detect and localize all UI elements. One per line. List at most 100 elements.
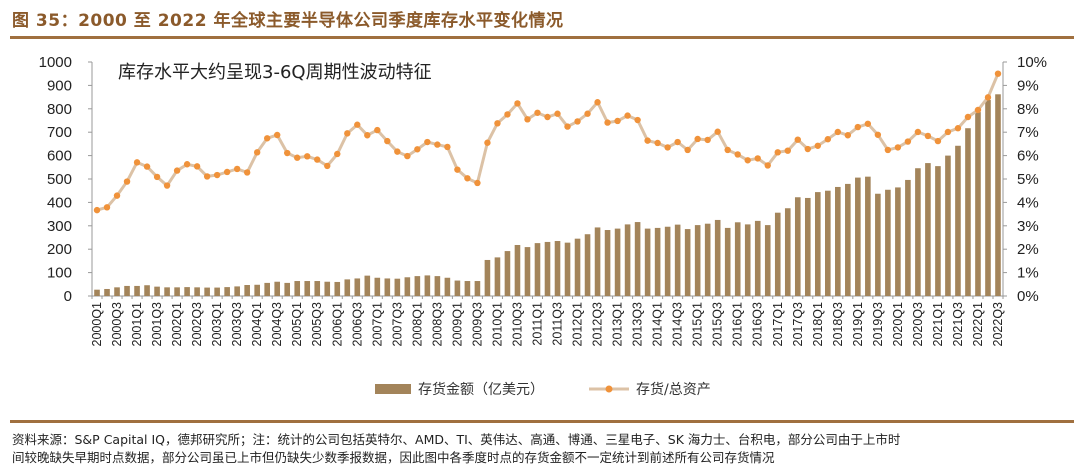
left-tick-label: 700 <box>47 124 72 141</box>
figure-title: 图 35：2000 至 2022 年全球主要半导体公司季度库存水平变化情况 <box>12 11 564 31</box>
inventory-bar <box>194 287 200 296</box>
inventory-bar <box>945 155 951 296</box>
x-tick-label: 2005Q1 <box>290 302 304 347</box>
footer-divider <box>10 420 1074 423</box>
inventory-bar <box>514 244 521 296</box>
inventory-ratio-point <box>133 159 141 166</box>
inventory-ratio-point <box>404 152 411 160</box>
inventory-bar <box>704 223 711 296</box>
inventory-bar <box>474 281 481 296</box>
inventory-bar <box>184 287 190 296</box>
x-tick-labels: 2000Q1 2000Q3 2001Q1 2001Q3 2002Q1 2002Q3 2003… <box>90 302 1005 347</box>
inventory-bar <box>764 225 771 296</box>
inventory-bar <box>434 276 441 296</box>
inventory-ratio-point <box>524 116 531 123</box>
inventory-bar <box>664 226 671 296</box>
inventory-ratio-point <box>534 109 541 116</box>
inventory-ratio-point <box>884 146 892 154</box>
inventory-bar <box>684 229 691 296</box>
inventory-ratio-point <box>233 165 241 173</box>
inventory-ratio-point <box>824 136 832 143</box>
inventory-ratio-point <box>944 128 952 136</box>
inventory-ratio-point <box>113 192 121 199</box>
inventory-ratio-point <box>153 173 161 181</box>
inventory-bar <box>454 280 461 296</box>
x-tick-label: 2012Q3 <box>591 302 605 347</box>
inventory-ratio-point <box>624 112 631 119</box>
inventory-bar <box>835 186 841 296</box>
x-tick-label: 2011Q1 <box>530 302 544 346</box>
inventory-ratio-point <box>434 141 441 148</box>
inventory-ratio-point <box>964 113 972 121</box>
inventory-bar <box>254 284 260 296</box>
inventory-ratio-point <box>314 156 321 163</box>
inventory-bar <box>164 287 170 296</box>
inventory-bar <box>134 285 140 296</box>
inventory-bar <box>344 279 351 296</box>
right-tick-label: 3% <box>1017 218 1039 235</box>
x-tick-label: 2021Q1 <box>931 302 945 347</box>
inventory-bar <box>614 228 621 296</box>
inventory-bar <box>324 281 331 296</box>
title-divider <box>10 36 1074 39</box>
inventory-ratio-point <box>664 144 671 151</box>
x-tick-label: 2012Q1 <box>571 302 585 347</box>
x-tick-label: 2013Q1 <box>611 302 625 347</box>
inventory-ratio-point <box>484 139 491 146</box>
x-tick-label: 2007Q3 <box>390 302 404 347</box>
inventory-bar <box>825 190 831 296</box>
inventory-bar <box>895 187 901 296</box>
inventory-bar <box>334 281 341 296</box>
inventory-ratio-point <box>774 149 781 156</box>
inventory-bar <box>534 243 541 296</box>
inventory-ratio-point <box>243 169 251 176</box>
x-tick-label: 2009Q1 <box>450 302 464 347</box>
inventory-bar <box>584 234 591 296</box>
inventory-ratio-point <box>324 162 331 170</box>
inventory-ratio-point <box>143 163 151 170</box>
inventory-ratio-point <box>454 166 461 173</box>
inventory-ratio-point <box>674 138 681 146</box>
inventory-bar <box>935 166 941 296</box>
inventory-ratio-point <box>604 119 611 126</box>
inventory-ratio-point <box>894 144 902 151</box>
inventory-ratio-point <box>934 137 942 145</box>
inventory-bar <box>865 176 871 296</box>
inventory-bar <box>654 227 661 296</box>
inventory-bar <box>995 94 1001 297</box>
inventory-ratio-point <box>634 116 641 124</box>
inventory-ratio-point <box>93 206 101 214</box>
inventory-bar <box>734 222 741 296</box>
x-tick-label: 2006Q1 <box>330 302 344 347</box>
chart-annotation: 库存水平大约呈现3-6Q周期性波动特征 <box>118 62 432 83</box>
x-tick-label: 2007Q1 <box>370 302 384 347</box>
inventory-ratio-point <box>654 139 661 147</box>
inventory-bar <box>424 275 431 296</box>
inventory-ratio-point <box>974 106 982 114</box>
inventory-bar <box>694 225 701 296</box>
x-tick-label: 2003Q3 <box>230 302 244 347</box>
inventory-ratio-point <box>724 146 731 154</box>
inventory-ratio-point <box>864 120 872 127</box>
left-tick-label: 400 <box>47 194 72 211</box>
inventory-bar <box>394 278 401 296</box>
x-tick-label: 2018Q1 <box>811 302 825 347</box>
inventory-ratio-point <box>784 147 791 154</box>
inventory-bar <box>634 222 641 296</box>
x-tick-label: 2002Q1 <box>170 302 184 347</box>
inventory-ratio-point <box>714 128 721 135</box>
right-tick-label: 2% <box>1017 241 1039 258</box>
inventory-ratio-point <box>544 113 551 121</box>
inventory-bar <box>374 277 381 296</box>
inventory-ratio-point <box>384 137 391 145</box>
inventory-ratio-point <box>253 149 261 156</box>
inventory-bar <box>855 177 861 296</box>
inventory-bar <box>204 287 210 296</box>
inventory-ratio-point <box>554 110 561 117</box>
inventory-ratio-point <box>223 168 231 176</box>
left-tick-label: 100 <box>47 265 72 282</box>
footer-source-note: 资料来源：S&P Capital IQ，德邦研究所；注：统计的公司包括英特尔、A… <box>12 432 901 447</box>
inventory-bar <box>674 224 681 296</box>
x-tick-label: 2004Q1 <box>250 302 264 347</box>
footer-note-continued: 间较晚缺失早期时点数据，部分公司虽已上市但仍缺失少数季报数据，因此图中各季度时点… <box>12 450 775 465</box>
